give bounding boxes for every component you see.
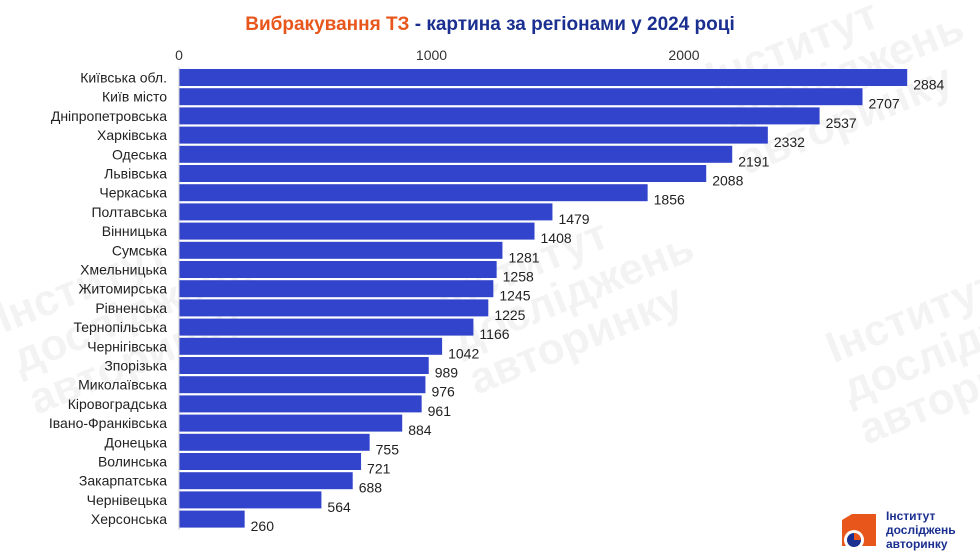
bar (179, 88, 863, 106)
x-tick-label: 2000 (668, 47, 699, 63)
data-label: 1856 (654, 192, 685, 208)
chart-title: Вибракування ТЗ - картина за регіонами у… (0, 14, 980, 36)
bar (179, 472, 353, 490)
data-label: 1479 (558, 211, 589, 227)
data-label: 2537 (826, 115, 857, 131)
bar (179, 395, 422, 413)
category-label: Донецька (105, 434, 168, 450)
bar (179, 184, 648, 202)
bar (179, 107, 820, 125)
category-label: Одеська (112, 146, 167, 162)
bar (179, 318, 474, 336)
data-label: 721 (367, 461, 391, 477)
category-label: Миколаївська (78, 377, 167, 393)
bar (179, 433, 370, 451)
category-label: Вінницька (102, 223, 167, 239)
category-label: Тернопільська (73, 319, 167, 335)
data-label: 1245 (499, 288, 530, 304)
category-label: Полтавська (91, 204, 167, 220)
category-label: Житомирська (78, 281, 167, 297)
category-label: Херсонська (91, 511, 167, 527)
bar (179, 491, 322, 509)
data-label: 1166 (479, 326, 509, 342)
bar (179, 241, 503, 259)
category-label: Львівська (104, 166, 167, 182)
data-label: 2191 (738, 153, 769, 169)
bar (179, 357, 429, 374)
category-label: Київська обл. (80, 70, 167, 86)
category-label: Чернігівська (87, 338, 167, 354)
data-label: 1225 (494, 307, 525, 323)
data-label: 989 (435, 365, 459, 381)
category-label: Закарпатська (79, 473, 167, 489)
bar (179, 261, 497, 278)
data-label: 1258 (503, 269, 534, 285)
chart-title-accent: Вибракування ТЗ (245, 14, 410, 35)
bar (179, 165, 707, 182)
x-tick-label: 0 (175, 47, 183, 63)
bar (179, 203, 553, 221)
bar (179, 145, 733, 163)
institute-logo: Інститут досліджень авторинку (836, 506, 976, 556)
category-label: Дніпропетровська (51, 108, 167, 124)
category-label: Рівненська (95, 300, 167, 316)
bar (179, 414, 403, 432)
institute-logo-text: Інститут досліджень авторинку (886, 509, 976, 551)
category-label: Зпорізька (104, 358, 167, 374)
category-label: Кіровоградська (68, 396, 167, 412)
bar (179, 280, 494, 298)
data-label: 2884 (913, 77, 944, 93)
data-label: 884 (408, 422, 432, 438)
category-label: Сумська (112, 242, 167, 258)
x-tick-label: 1000 (416, 47, 447, 63)
category-label: Черкаська (99, 185, 167, 201)
logo-line: авторинку (886, 537, 948, 551)
data-label: 2707 (869, 96, 900, 112)
bar (179, 453, 362, 470)
bar (179, 337, 443, 355)
data-label: 976 (431, 384, 455, 400)
bar (179, 69, 908, 86)
data-label: 1408 (541, 230, 572, 246)
bar (179, 126, 768, 144)
category-label: Харківська (97, 127, 167, 143)
bar (179, 376, 426, 394)
bar (179, 222, 535, 240)
institute-logo-icon (842, 514, 876, 550)
category-label: Київ місто (102, 89, 167, 105)
data-label: 1281 (508, 249, 539, 265)
category-label: Хмельницька (80, 262, 167, 278)
data-label: 260 (251, 518, 275, 534)
category-label: Волинська (98, 454, 167, 470)
bar (179, 299, 489, 317)
category-label: Чернівецька (87, 492, 168, 508)
data-label: 1042 (448, 345, 479, 361)
data-label: 2332 (774, 134, 805, 150)
data-label: 564 (327, 499, 351, 515)
logo-line: досліджень (886, 523, 956, 537)
data-label: 2088 (712, 173, 743, 189)
data-label: 755 (376, 441, 400, 457)
chart-title-main: - картина за регіонами у 2024 році (409, 14, 735, 35)
logo-line: Інститут (886, 509, 936, 523)
bar (179, 510, 245, 528)
data-label: 688 (359, 480, 383, 496)
data-label: 961 (428, 403, 452, 419)
category-label: Івано-Франківська (49, 415, 167, 431)
